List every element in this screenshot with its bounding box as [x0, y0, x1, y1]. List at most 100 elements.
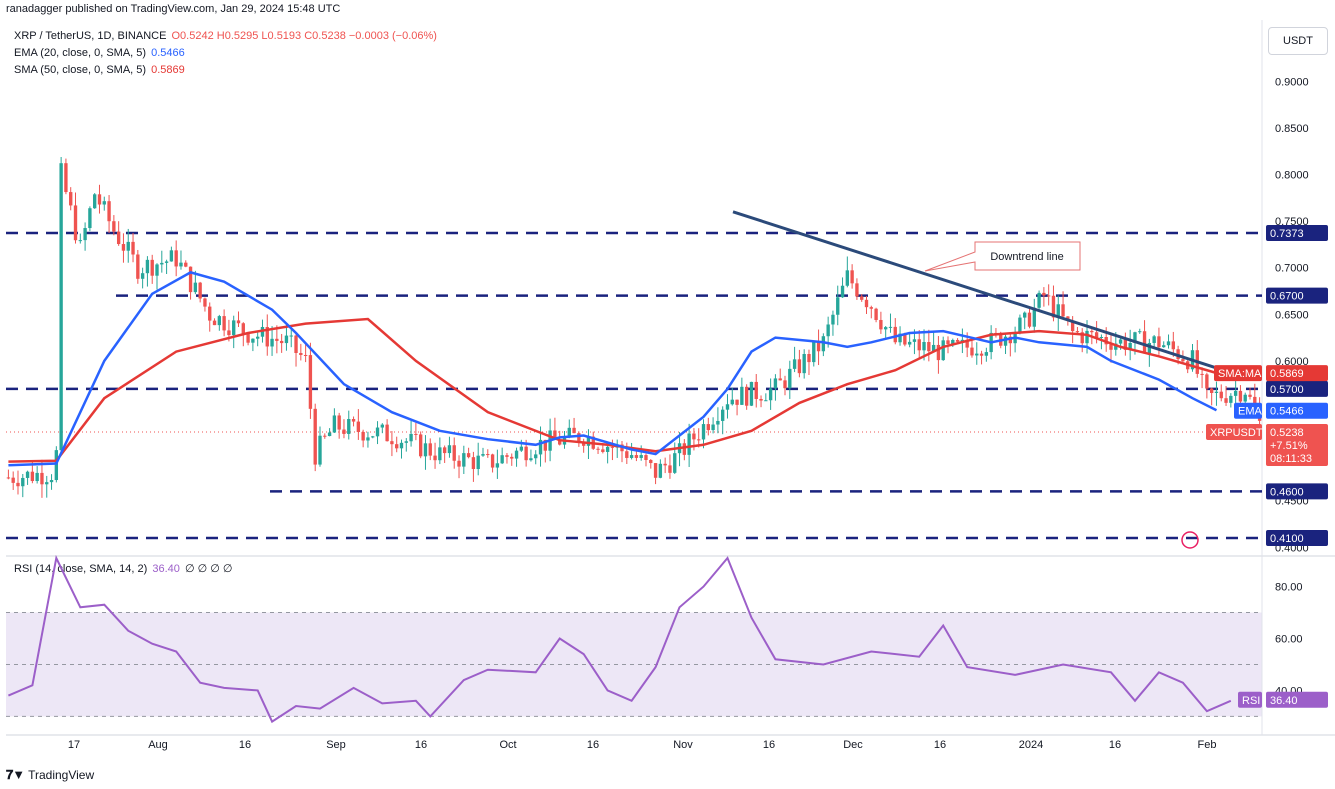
candle-body [534, 454, 538, 459]
candle-body [390, 441, 394, 445]
candle-body [898, 333, 902, 343]
candle-body [754, 381, 758, 399]
candle-body [1018, 317, 1022, 333]
candle-body [212, 320, 217, 326]
candle-body [634, 455, 639, 458]
candle-body [773, 378, 778, 389]
candle-body [466, 453, 471, 458]
candle-body [639, 455, 643, 458]
candle-body [845, 270, 850, 286]
candle-body [586, 436, 591, 446]
annotation-text: Downtrend line [990, 251, 1063, 263]
price-tags: 0.7373 0.6700 0.5700 0.4600 0.4100 SMA:MA 0.58… [1206, 224, 1328, 708]
rsi-value: 36.40 [152, 563, 180, 575]
candle-body [821, 336, 826, 352]
candle-body [35, 472, 39, 482]
candle-body [1166, 341, 1171, 346]
sma-value-tag-text: 0.5869 [1270, 368, 1304, 380]
level-price-tag [1266, 287, 1328, 304]
candle-body [1238, 390, 1243, 402]
candle-body [1032, 307, 1036, 327]
candle-body [744, 386, 749, 406]
candle-body [332, 415, 337, 433]
candle-body [438, 447, 442, 461]
rsi-tick-label: 60.00 [1275, 634, 1303, 646]
candle-body [222, 316, 226, 331]
time-tick-label: 17 [68, 739, 80, 751]
candle-body [768, 388, 773, 401]
current-price-tag [1266, 423, 1328, 466]
candle-body [246, 333, 250, 343]
candle-body [399, 442, 404, 449]
candle-body [792, 359, 797, 369]
price-tick-label: 0.7000 [1275, 263, 1309, 275]
candle-body [145, 259, 150, 274]
downtrend-line [732, 210, 1239, 377]
rsi-name-tag-text: RSI [1242, 695, 1260, 707]
moving-averages [8, 271, 1218, 467]
sma-value-tag [1266, 365, 1328, 382]
candle-body [404, 441, 408, 443]
candle-body [251, 338, 255, 343]
candle-body [888, 326, 893, 328]
candle-body [495, 463, 500, 468]
rsi-extra: ∅ ∅ ∅ ∅ [184, 563, 233, 575]
candle-body [663, 463, 667, 466]
candle-body [323, 435, 327, 437]
time-tick-label: 16 [1109, 739, 1121, 751]
candle-body [308, 355, 313, 409]
candle-body [54, 450, 59, 481]
time-tick-label: Nov [673, 739, 693, 751]
trendline-group: Downtrend line [732, 210, 1239, 549]
currency-button[interactable]: USDT [1268, 27, 1328, 55]
candle-body [93, 194, 97, 209]
candle-body [572, 427, 576, 434]
candle-body [1243, 394, 1247, 402]
candle-body [869, 307, 873, 309]
candle-body [351, 419, 356, 422]
candle-body [25, 471, 30, 478]
candle-body [649, 460, 653, 464]
level-price-tag-text: 0.4600 [1270, 486, 1304, 498]
candle-body [759, 398, 763, 401]
candle-body [1171, 341, 1175, 350]
candle-body [73, 205, 78, 241]
candle-body [294, 335, 298, 353]
candle-body [1162, 345, 1166, 348]
candle-body [577, 433, 581, 443]
ema-name-tag [1234, 402, 1262, 419]
candle-body [931, 344, 936, 352]
candle-body [136, 254, 140, 279]
candle-body [69, 192, 73, 206]
candle-body [907, 341, 912, 345]
ema-value: 0.5466 [151, 47, 185, 59]
candle-body [1008, 336, 1012, 344]
rsi-band-group [6, 612, 1262, 717]
candle-body [625, 451, 629, 458]
candle-body [807, 354, 811, 363]
candle-body [45, 482, 49, 485]
candle-body [78, 240, 82, 242]
candle-body [6, 477, 11, 479]
candle-body [893, 326, 897, 343]
sma-name-tag-text: SMA:MA [1218, 368, 1262, 380]
candle-body [256, 336, 260, 339]
candle-body [337, 415, 341, 430]
level-price-tag-text: 0.6700 [1270, 291, 1304, 303]
candle-body [783, 380, 787, 389]
candle-body [155, 264, 159, 276]
candle-body [299, 352, 303, 355]
candle-body [433, 455, 437, 461]
candle-body [275, 338, 279, 341]
sma-value: 0.5869 [151, 64, 185, 76]
candle-body [1138, 331, 1142, 333]
candle-body [164, 261, 169, 263]
candle-body [49, 480, 54, 483]
candle-body [500, 455, 504, 464]
sma-name-tag [1214, 365, 1262, 382]
candle-body [970, 347, 974, 356]
rsi-legend: RSI (14, close, SMA, 14, 2) 36.40 ∅ ∅ ∅ … [14, 562, 232, 575]
candle-body [725, 404, 730, 410]
support-resistance-levels [6, 231, 1262, 540]
